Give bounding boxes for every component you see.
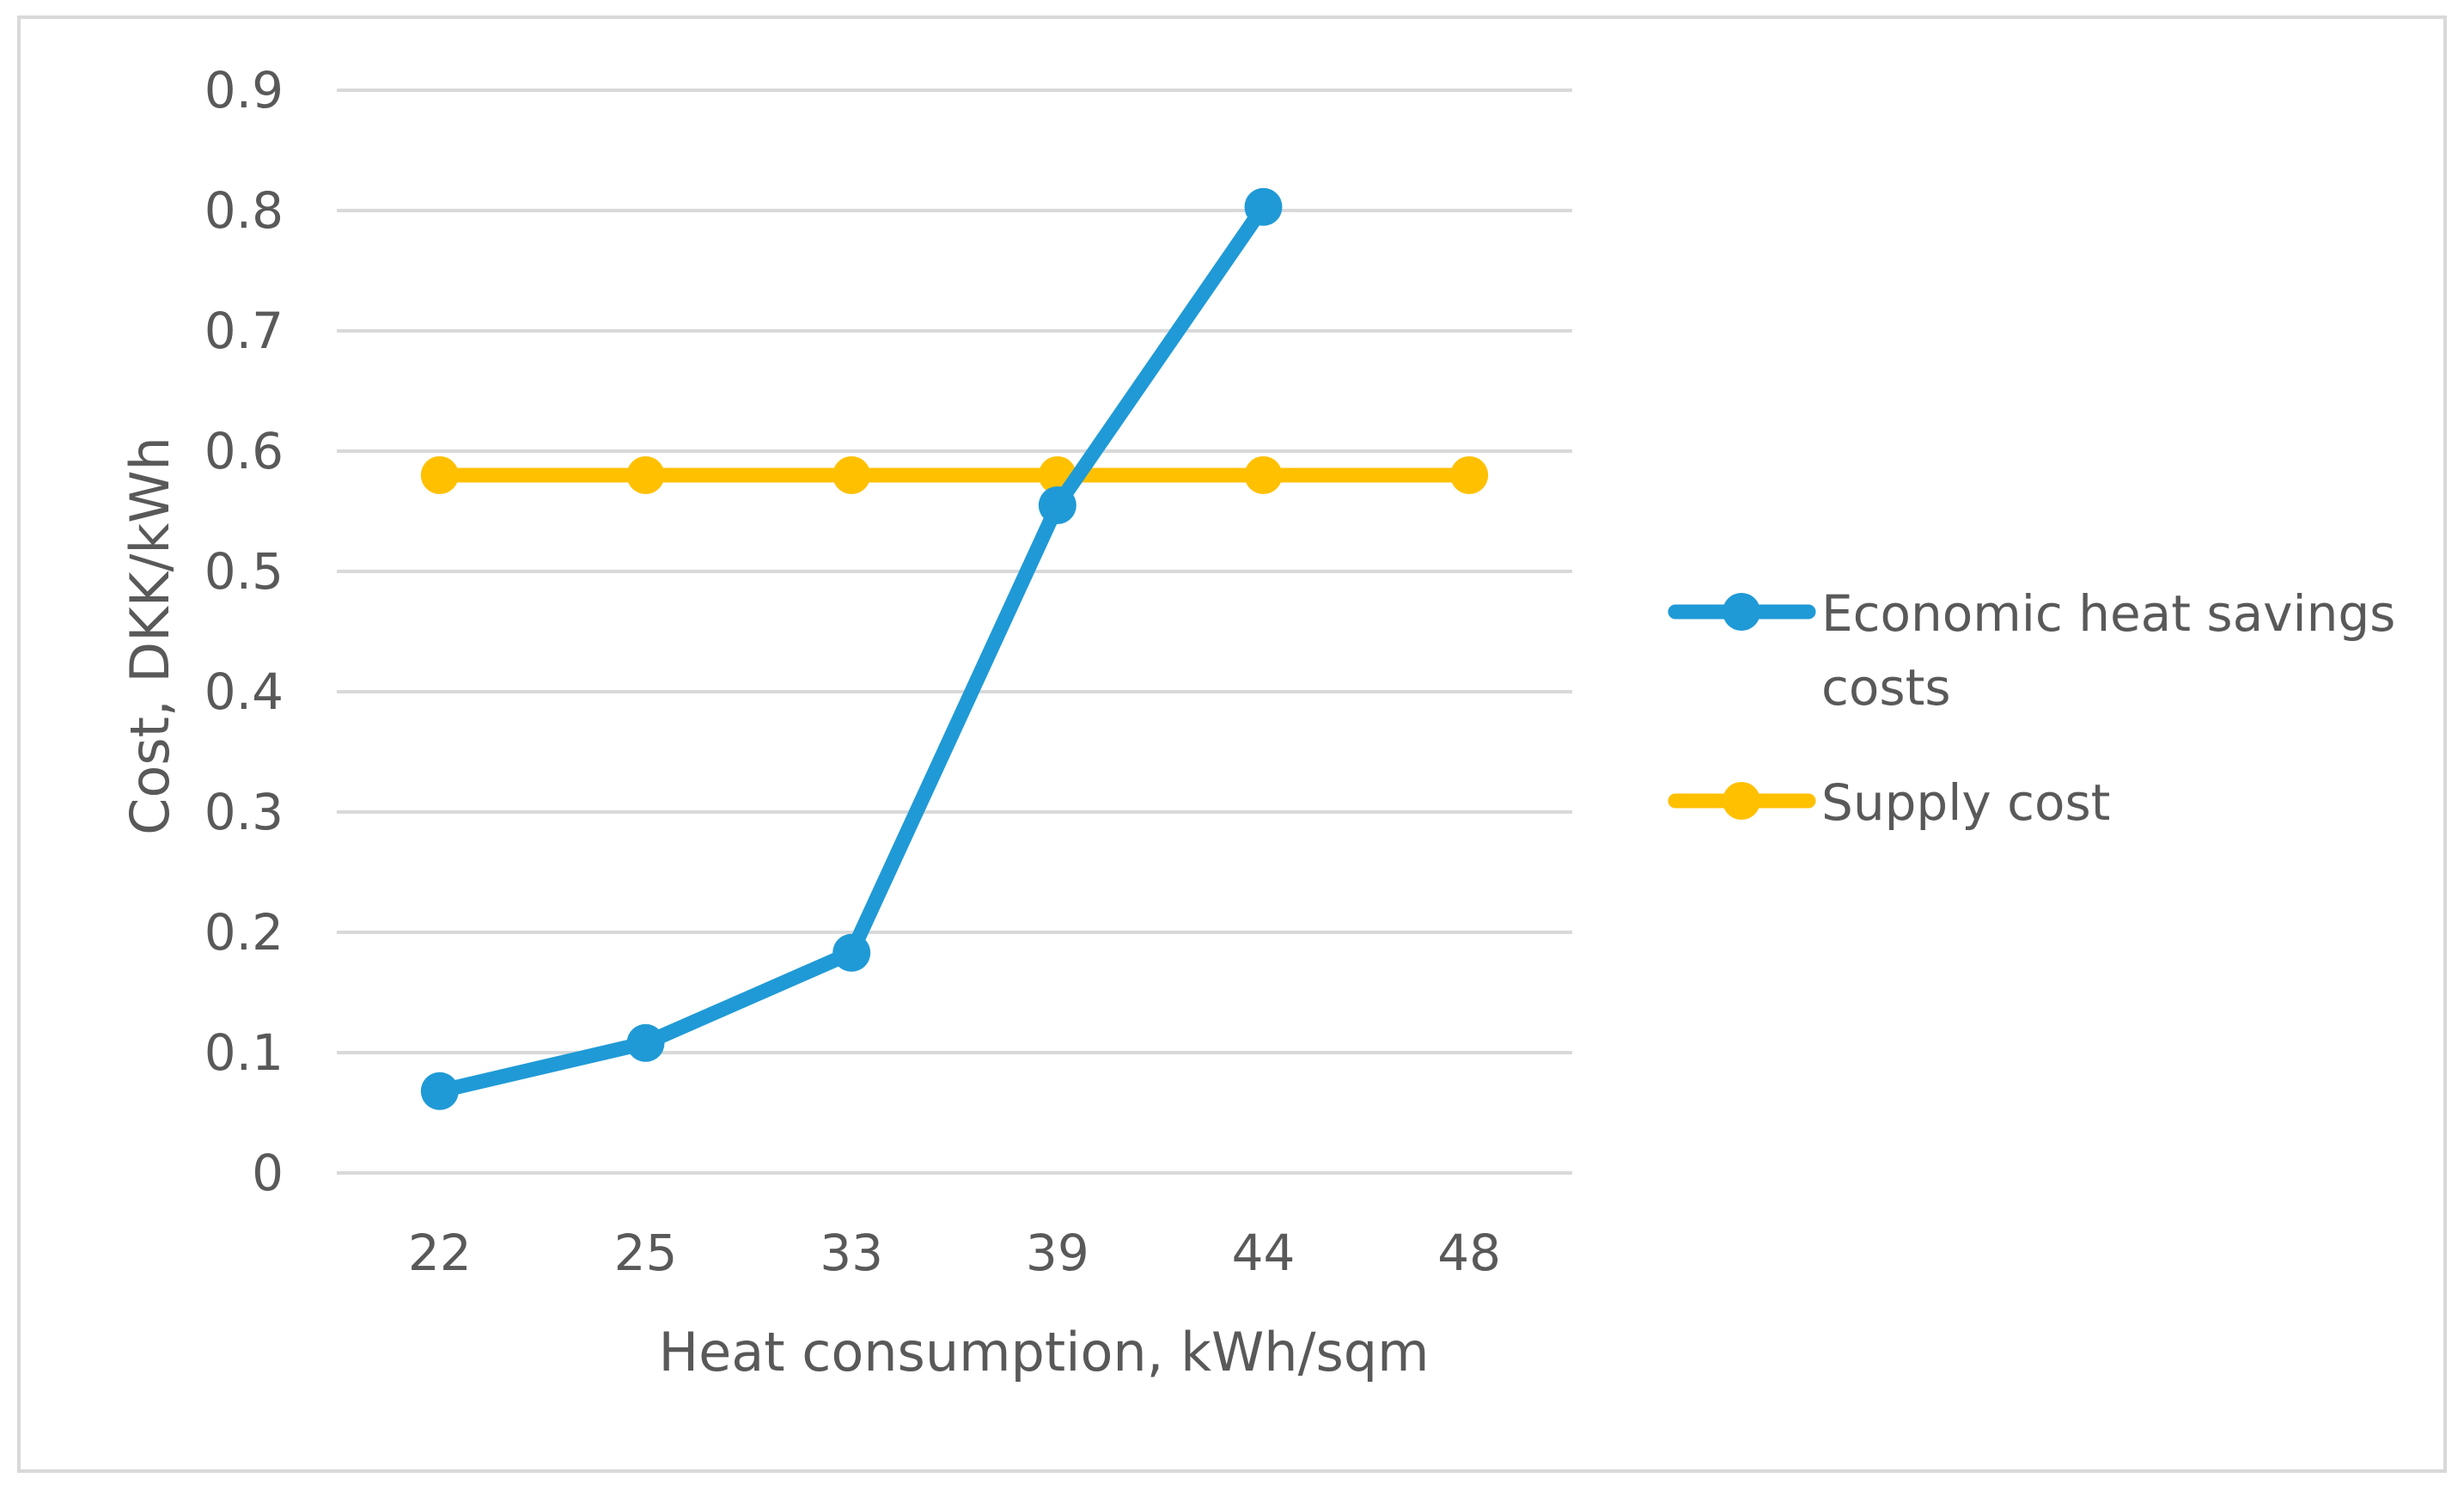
- x-tick-label: 33: [820, 1224, 883, 1282]
- legend-label: costs: [1821, 658, 1951, 717]
- x-tick-label: 44: [1232, 1224, 1296, 1282]
- data-point: [1244, 187, 1283, 226]
- gridlines: [337, 89, 1572, 1175]
- y-tick-label: 0.7: [204, 302, 284, 360]
- x-axis-title: Heat consumption, kWh/sqm: [658, 1321, 1429, 1383]
- data-point: [1244, 456, 1283, 494]
- series-layer: [420, 187, 1489, 1110]
- data-point: [833, 933, 871, 972]
- x-tick-label: 48: [1437, 1224, 1501, 1282]
- legend-swatch-marker: [1723, 782, 1760, 820]
- y-tick-label: 0: [252, 1144, 284, 1202]
- y-tick-label: 0.9: [204, 61, 284, 119]
- x-tick-label: 22: [408, 1224, 472, 1282]
- legend: Economic heat savings costs Supply cost: [1668, 584, 2395, 832]
- y-tick-label: 0.5: [204, 542, 284, 601]
- x-axis-ticks: 22 25 33 39 44 48: [408, 1224, 1501, 1282]
- y-axis-title: Cost, DKK/kWh: [119, 437, 181, 835]
- data-point: [1450, 456, 1489, 494]
- y-tick-label: 0.6: [204, 422, 284, 480]
- y-axis-ticks: 0 0.1 0.2 0.3 0.4 0.5 0.6 0.7 0.8 0.9: [204, 61, 284, 1202]
- legend-label: Economic heat savings: [1821, 584, 2395, 643]
- y-tick-label: 0.2: [204, 903, 284, 962]
- y-tick-label: 0.8: [204, 181, 284, 240]
- legend-swatch-marker: [1723, 593, 1760, 631]
- data-point: [420, 1072, 459, 1110]
- y-tick-label: 0.1: [204, 1023, 284, 1082]
- data-point: [626, 456, 665, 494]
- x-tick-label: 39: [1026, 1224, 1089, 1282]
- legend-label: Supply cost: [1821, 773, 2110, 832]
- data-point: [833, 456, 871, 494]
- data-point: [1038, 486, 1076, 524]
- legend-item: Supply cost: [1668, 773, 2110, 832]
- legend-item: Economic heat savings costs: [1668, 584, 2395, 717]
- data-point: [626, 1023, 665, 1062]
- y-tick-label: 0.3: [204, 783, 284, 841]
- y-tick-label: 0.4: [204, 663, 284, 721]
- data-point: [420, 456, 459, 494]
- x-tick-label: 25: [614, 1224, 678, 1282]
